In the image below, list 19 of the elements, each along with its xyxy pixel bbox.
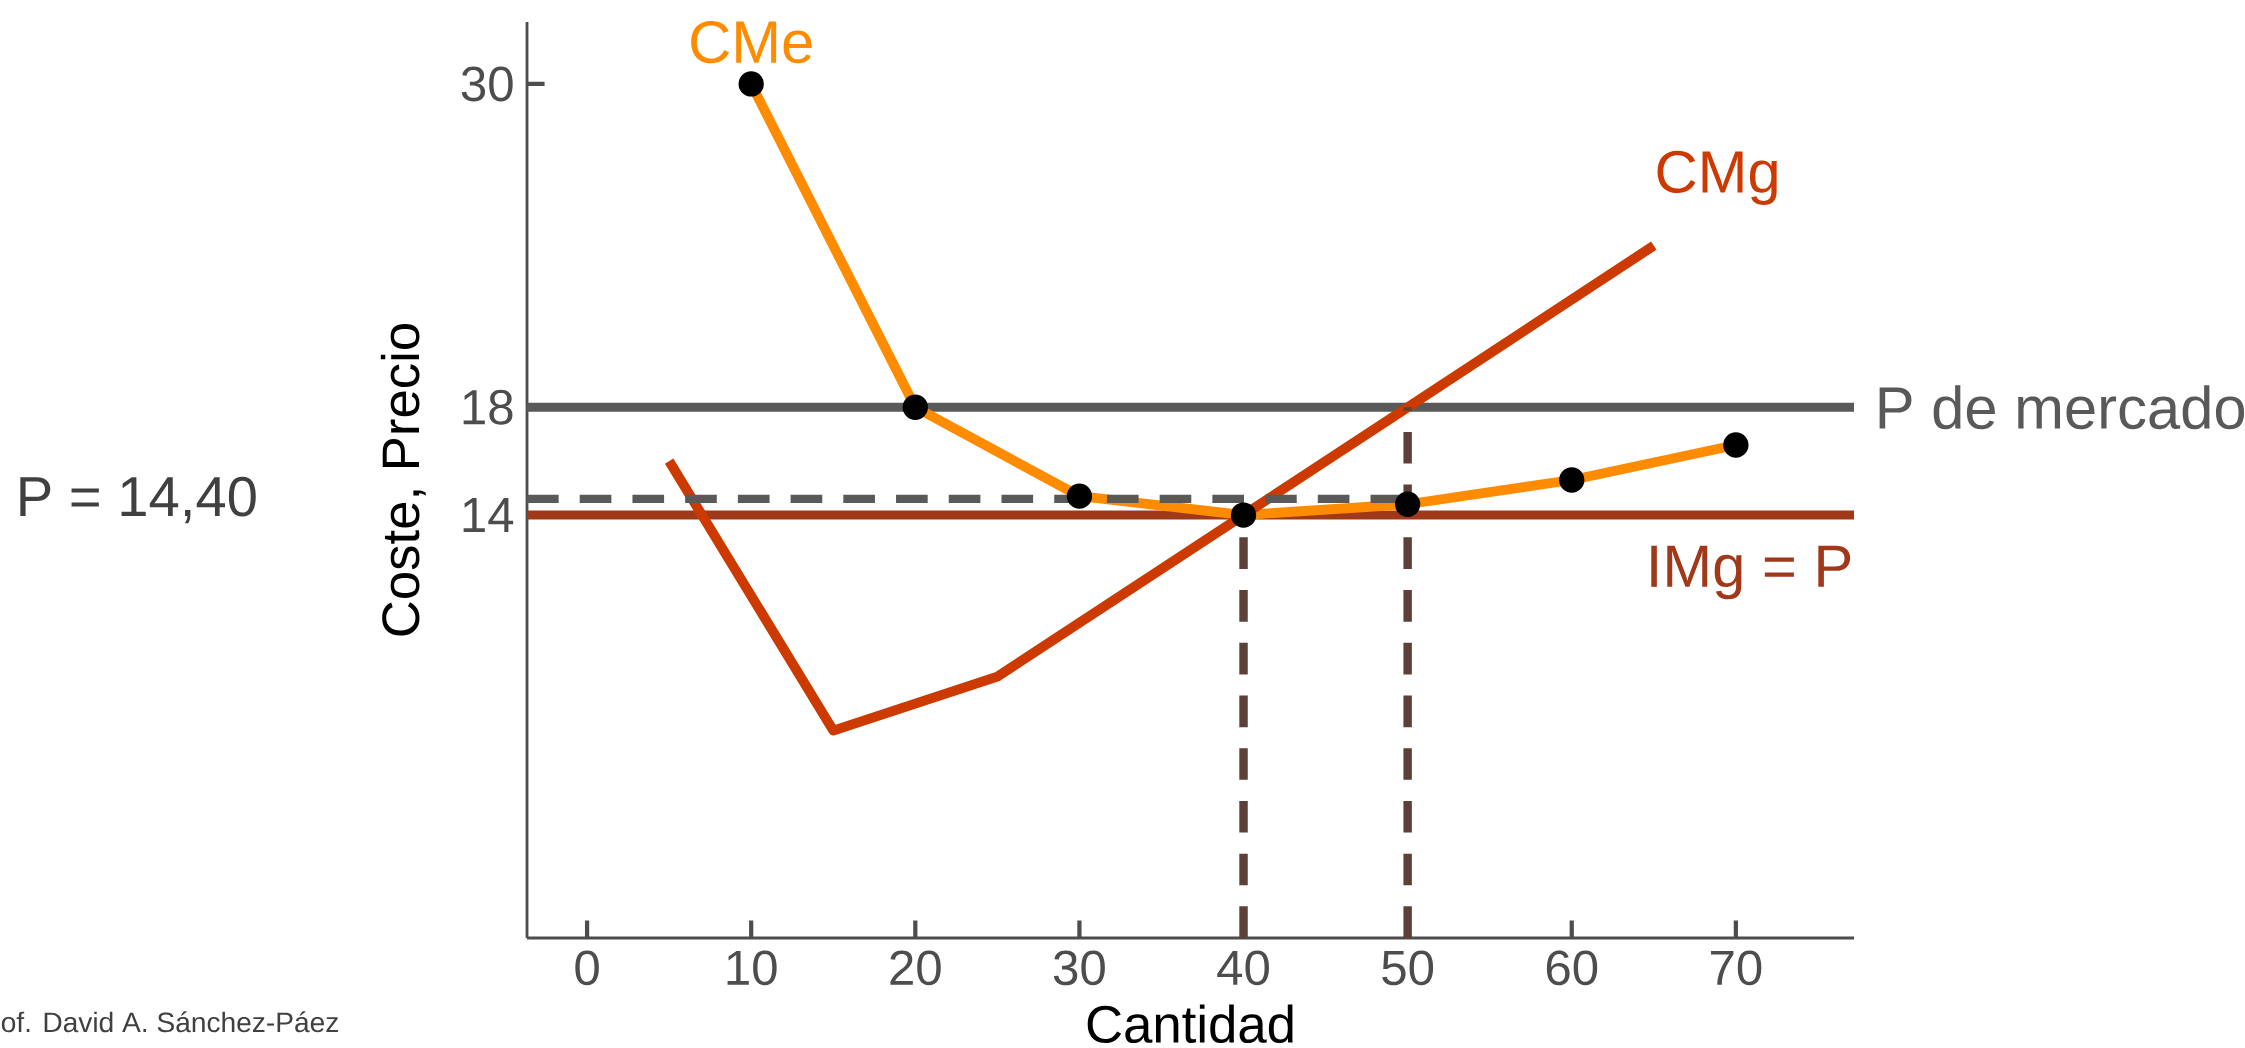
x-tick-label: 50	[1382, 950, 1434, 986]
x-tick-label: 40	[1217, 950, 1269, 986]
x-tick-label: 70	[1711, 950, 1762, 986]
text: P = 14,40	[20, 476, 256, 524]
y-tick-label: 18	[463, 389, 513, 425]
y-axis-title: Coste, Precio	[380, 324, 426, 636]
x-tick-label: 60	[1546, 950, 1598, 986]
ref-line-label: IMg = P	[1651, 545, 1851, 600]
series-label: CMg	[1657, 150, 1777, 205]
ref-line-label: P de mercado	[1879, 385, 2245, 430]
x-axis-title: Cantidad	[1087, 1004, 1293, 1044]
text: of. David A. Sánchez-Páez	[1, 1011, 338, 1033]
x-tick-label: 10	[727, 950, 777, 986]
x-tick-label: 30	[1053, 950, 1105, 986]
y-tick-label: 14	[463, 498, 514, 532]
x-tick-label: 20	[890, 950, 941, 986]
series-label: CMe	[691, 20, 812, 64]
y-tick-label: 30	[461, 66, 513, 102]
x-tick-label: 0	[575, 950, 599, 986]
